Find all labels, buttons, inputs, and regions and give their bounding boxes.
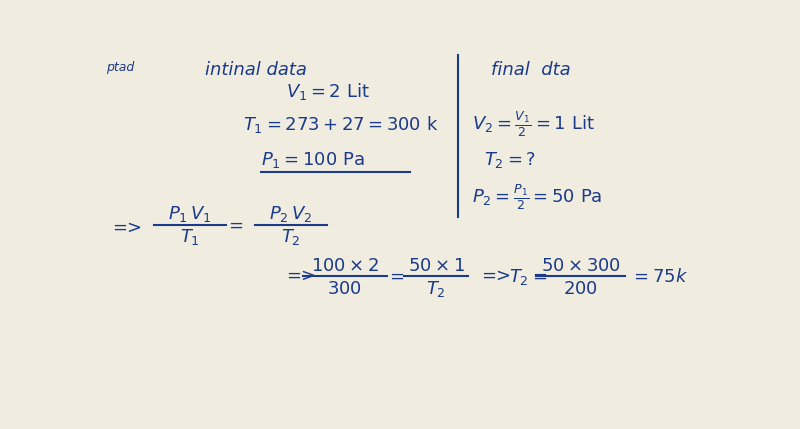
Text: $P_2\,V_2$: $P_2\,V_2$: [270, 204, 313, 224]
Text: ptad: ptad: [106, 61, 134, 74]
Text: intinal data: intinal data: [206, 61, 307, 79]
Text: $T_2$: $T_2$: [281, 227, 301, 248]
Text: $V_2 = \frac{V_1}{2} = 1$ Lit: $V_2 = \frac{V_1}{2} = 1$ Lit: [472, 109, 594, 139]
Text: =>: =>: [286, 267, 316, 285]
Text: $T_1 = 273 + 27 = 300$ k: $T_1 = 273 + 27 = 300$ k: [242, 114, 438, 135]
Text: $200$: $200$: [563, 280, 598, 298]
Text: $50 \times 1$: $50 \times 1$: [408, 257, 465, 275]
Text: $T_2 = ?$: $T_2 = ?$: [485, 151, 536, 170]
Text: $V_1 = 2$ Lit: $V_1 = 2$ Lit: [286, 81, 370, 102]
Text: =: =: [228, 217, 242, 235]
Text: $P_1\,V_1$: $P_1\,V_1$: [168, 204, 212, 224]
Text: =>: =>: [112, 219, 142, 237]
Text: =>: =>: [482, 267, 511, 285]
Text: $P_1 = 100$ Pa: $P_1 = 100$ Pa: [262, 151, 365, 170]
Text: $T_2$: $T_2$: [426, 279, 446, 299]
Text: $300$: $300$: [327, 280, 362, 298]
Text: $50 \times 300$: $50 \times 300$: [541, 257, 621, 275]
Text: $P_2 = \frac{P_1}{2} = 50$ Pa: $P_2 = \frac{P_1}{2} = 50$ Pa: [472, 182, 602, 212]
Text: $= 75k$: $= 75k$: [630, 268, 688, 286]
Text: final  dta: final dta: [490, 61, 570, 79]
Text: =: =: [389, 268, 404, 286]
Text: $100 \times 2$: $100 \times 2$: [310, 257, 379, 275]
Text: $T_1$: $T_1$: [180, 227, 200, 248]
Text: $T_2 =$: $T_2 =$: [510, 267, 547, 287]
